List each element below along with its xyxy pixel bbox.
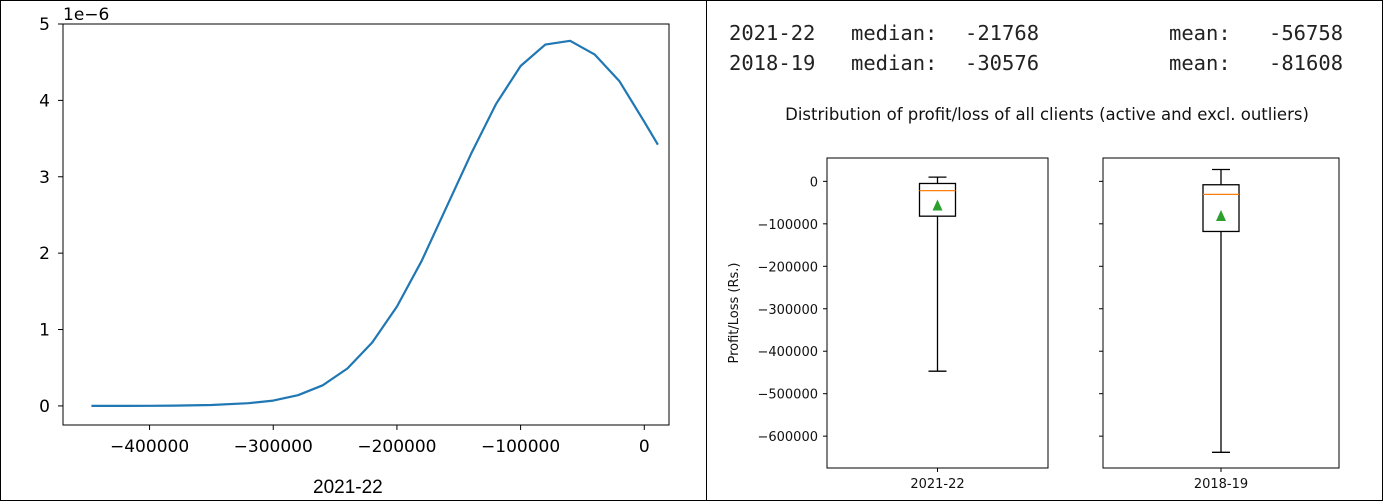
x-tick-label: −400000 [110, 437, 189, 457]
y-tick-label: 4 [39, 91, 50, 111]
y-tick-label: 3 [39, 168, 50, 188]
y-tick-label: −500000 [757, 388, 818, 403]
y-tick-label: 2 [39, 244, 50, 264]
y-tick-label: −600000 [757, 430, 818, 445]
stats-row-1-mean: -56758 [1269, 21, 1344, 45]
y-tick-label: −300000 [757, 303, 818, 318]
stats-row-2-mean: -81608 [1269, 51, 1344, 75]
boxplot-chart: Distribution of profit/loss of all clien… [727, 105, 1340, 492]
x-tick-label: 2021-22 [910, 477, 964, 492]
density-line-chart: −400000 −300000 −200000 −100000 0 0 1 2 3 4 5 1e−6 [39, 5, 670, 457]
stats-row-2-mean-label: mean: [1169, 51, 1231, 75]
y-tick-label: 0 [810, 175, 818, 190]
x-tick-label: 2018-19 [1194, 477, 1248, 492]
density-series-line [91, 39, 659, 407]
left-figure-caption: 2021-22 [313, 477, 383, 498]
stats-row-1-median: -21768 [965, 21, 1040, 45]
boxplot-title: Distribution of profit/loss of all clien… [785, 105, 1309, 124]
y-tick-label: 1 [39, 321, 50, 341]
y-tick-label: −100000 [757, 218, 818, 233]
stats-row-1-label: 2021-22 [729, 21, 816, 45]
x-tick-label: −200000 [357, 437, 436, 457]
mean-marker [932, 199, 943, 211]
y-tick-label: −400000 [757, 345, 818, 360]
stats-row-2-median-label: median: [851, 51, 938, 75]
iqr-box [918, 182, 957, 217]
y-tick-label: −200000 [757, 260, 818, 275]
y-offset-label: 1e−6 [63, 5, 109, 25]
plot-frame [62, 23, 670, 426]
y-tick-label: 5 [39, 15, 50, 35]
left-figure-cell: −400000 −300000 −200000 −100000 0 0 1 2 3 4 5 1e−6 … [0, 0, 707, 501]
stats-row-1-median-label: median: [851, 21, 938, 45]
right-figure-cell: 2021-22 median: -21768 mean: -56758 2018… [706, 0, 1383, 501]
mean-marker [1216, 210, 1226, 222]
y-axis-label: Profit/Loss (Rs.) [727, 262, 742, 363]
x-tick-label: 0 [639, 437, 650, 457]
y-tick-label: 0 [39, 397, 50, 417]
stats-row-2-label: 2018-19 [729, 51, 816, 75]
x-tick-label: −300000 [234, 437, 313, 457]
x-tick-label: −100000 [481, 437, 560, 457]
stats-row-1-mean-label: mean: [1169, 21, 1231, 45]
stats-row-2-median: -30576 [965, 51, 1040, 75]
iqr-box [1202, 184, 1240, 233]
